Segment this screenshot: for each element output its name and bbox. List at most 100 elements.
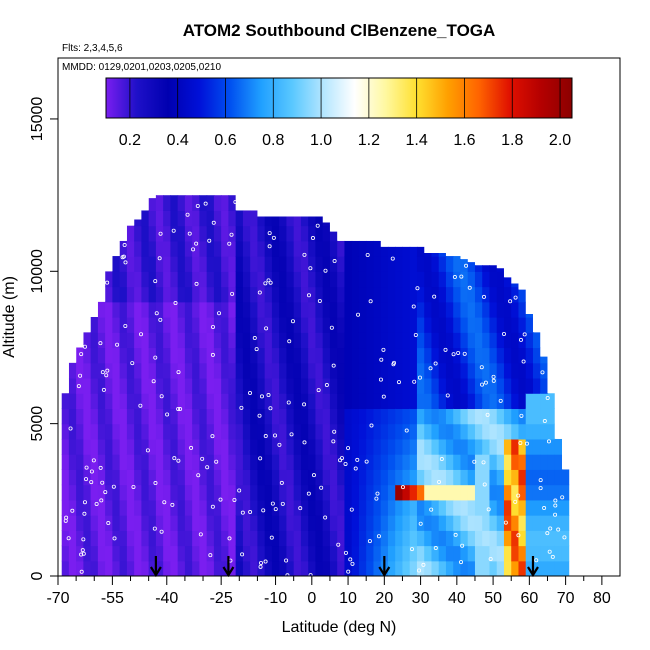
heat-cell	[286, 484, 295, 501]
heat-cell	[344, 301, 353, 318]
heat-cell	[511, 438, 520, 455]
heat-cell	[112, 301, 121, 318]
heat-cell	[148, 286, 157, 303]
heat-cell	[170, 530, 179, 547]
heat-cell	[163, 469, 171, 486]
heat-cell	[518, 393, 527, 410]
flights-label: Flts: 2,3,4,5,6	[62, 43, 123, 54]
heat-cell	[76, 454, 84, 470]
heat-cell	[105, 499, 113, 516]
heat-cell	[257, 210, 266, 227]
heat-cell	[293, 499, 302, 516]
heat-cell	[358, 240, 367, 257]
heat-cell	[271, 469, 280, 486]
heat-cell	[141, 545, 150, 562]
heat-cell	[184, 256, 193, 272]
heat-cell	[445, 408, 454, 425]
heat-cell	[148, 469, 157, 486]
sample-point	[501, 332, 506, 337]
heat-cell	[119, 240, 128, 257]
heat-cell	[438, 393, 447, 410]
flight-arrow	[222, 556, 235, 578]
heat-cell	[119, 454, 128, 470]
heat-cell	[250, 545, 259, 562]
heat-cell	[300, 225, 309, 242]
heat-cell	[467, 469, 476, 486]
sample-point	[259, 394, 264, 399]
heat-cell	[373, 454, 382, 470]
heat-cell	[119, 286, 128, 303]
y-tick-label: 15000	[29, 97, 46, 142]
heat-cell	[482, 286, 491, 303]
heat-cell	[250, 286, 259, 303]
heat-cell	[134, 408, 142, 425]
heat-cell	[235, 438, 244, 455]
heat-cell	[315, 240, 324, 257]
heat-cell	[358, 286, 367, 303]
heat-cell	[293, 317, 302, 333]
heat-cell	[322, 377, 331, 394]
heat-cell	[242, 210, 251, 227]
heat-cell	[199, 271, 208, 288]
heat-cell	[112, 423, 121, 440]
heat-cell	[315, 438, 324, 455]
heat-cell	[373, 317, 382, 333]
heat-cell	[344, 408, 353, 425]
heat-cell	[402, 545, 411, 562]
heat-cell	[322, 256, 331, 272]
heat-cell	[279, 423, 288, 440]
heat-cell	[264, 560, 273, 576]
heat-cell	[496, 347, 505, 364]
sample-point	[343, 461, 348, 466]
sample-point	[411, 304, 416, 309]
heat-cell	[134, 499, 142, 516]
heat-cell	[163, 286, 171, 303]
heat-cell	[460, 393, 469, 410]
heat-cell	[126, 240, 135, 257]
heat-cell	[366, 545, 375, 562]
heat-cell	[547, 545, 556, 562]
heat-cell	[177, 377, 186, 394]
heat-cell	[119, 484, 128, 501]
heat-cell	[474, 499, 483, 516]
heat-cell	[228, 362, 237, 379]
heat-cell	[163, 438, 171, 455]
heat-cell	[395, 515, 404, 531]
heat-cell	[344, 332, 353, 349]
heat-cell	[511, 377, 520, 394]
heat-cell	[474, 545, 483, 562]
sample-point	[379, 357, 384, 362]
heat-cell	[126, 408, 135, 425]
heat-cell	[496, 515, 505, 531]
heat-cell	[184, 423, 193, 440]
heat-cell	[532, 545, 541, 562]
sample-point	[205, 465, 210, 470]
heat-cell	[90, 484, 99, 501]
heat-cell	[431, 454, 440, 470]
heat-cell	[141, 484, 150, 501]
heat-cell	[206, 454, 215, 470]
heat-cell	[126, 393, 135, 410]
heat-cell	[460, 530, 469, 547]
heat-cell	[90, 332, 99, 349]
heat-cell	[409, 347, 418, 364]
sample-point	[158, 317, 163, 322]
heat-cell	[532, 499, 541, 516]
heat-cell	[68, 362, 77, 379]
heat-cell	[148, 530, 157, 547]
heat-cell	[177, 499, 186, 516]
heat-cell	[416, 469, 425, 486]
heat-cell	[264, 301, 273, 318]
heat-cell	[496, 271, 505, 288]
sample-point	[452, 275, 457, 280]
heat-cell	[126, 362, 135, 379]
heat-cell	[279, 515, 288, 531]
heat-cell	[192, 362, 201, 379]
heat-cell	[250, 256, 259, 272]
heat-cell	[322, 362, 331, 379]
heat-cell	[511, 423, 520, 440]
heat-cell	[416, 408, 425, 425]
heat-cell	[221, 195, 230, 211]
heat-cell	[134, 438, 142, 455]
